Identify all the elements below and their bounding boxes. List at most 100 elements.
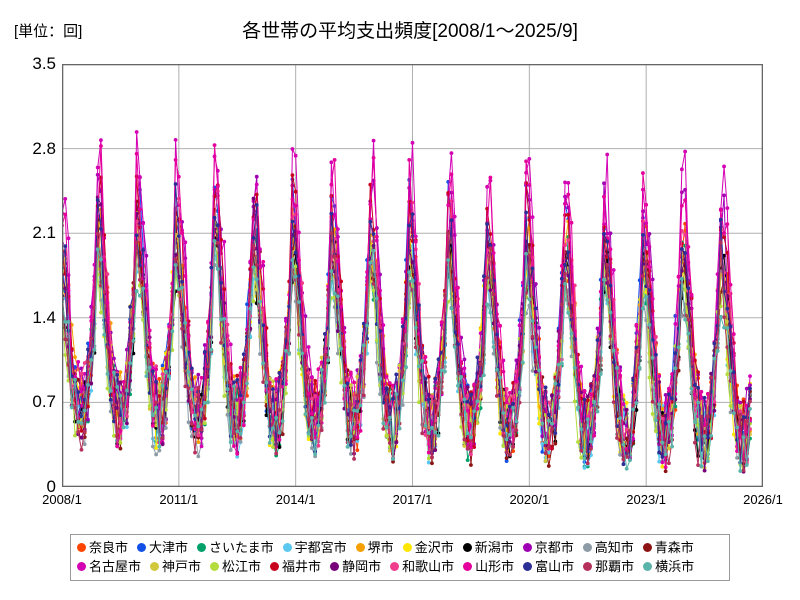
series-marker: [527, 156, 532, 161]
series-marker: [705, 435, 710, 440]
legend-item-青森市[interactable]: 青森市: [642, 541, 694, 554]
series-marker: [475, 383, 480, 387]
legend-item-名古屋市[interactable]: 名古屋市: [77, 560, 141, 573]
series-marker: [462, 397, 467, 402]
legend-item-金沢市[interactable]: 金沢市: [402, 541, 454, 554]
series-marker: [118, 429, 123, 433]
series-marker: [228, 439, 233, 444]
legend-marker-icon: [355, 543, 365, 552]
series-marker: [478, 327, 483, 332]
series-marker: [514, 379, 519, 384]
legend: 奈良市 大津市 さいたま市 宇都宮市 堺市 金沢市 新潟市 京都市 高知市 青森市名古屋市 神戸市 松…: [70, 534, 730, 581]
series-marker: [641, 274, 645, 278]
series-marker: [657, 374, 662, 379]
series-marker: [498, 431, 503, 436]
series-marker: [465, 458, 470, 463]
series-marker: [277, 408, 282, 412]
series-marker: [63, 337, 68, 342]
series-marker: [725, 326, 730, 330]
series-marker: [524, 251, 528, 256]
series-marker: [309, 416, 314, 420]
legend-item-宇都宮市[interactable]: 宇都宮市: [282, 541, 347, 554]
series-marker: [358, 409, 363, 414]
series-marker: [436, 381, 441, 386]
series-marker: [125, 425, 129, 429]
series-marker: [605, 298, 610, 302]
series-marker: [433, 376, 438, 381]
series-marker: [598, 356, 603, 360]
series-marker: [579, 427, 584, 432]
legend-item-松江市[interactable]: 松江市: [210, 560, 261, 573]
series-marker: [602, 231, 606, 236]
series-marker: [322, 400, 327, 405]
legend-marker-icon: [197, 543, 207, 552]
series-marker: [608, 247, 613, 252]
series-marker: [712, 341, 717, 346]
legend-item-さいたま市[interactable]: さいたま市: [197, 541, 274, 554]
series-marker: [679, 203, 684, 208]
series-marker: [225, 322, 230, 327]
series-marker: [157, 448, 162, 453]
series-marker: [449, 151, 454, 156]
series-marker: [163, 369, 168, 374]
series-marker: [563, 213, 567, 218]
series-marker: [400, 317, 405, 322]
series-marker: [482, 274, 486, 279]
legend-item-大津市[interactable]: 大津市: [137, 541, 188, 554]
legend-item-奈良市[interactable]: 奈良市: [77, 541, 128, 554]
series-marker: [115, 373, 120, 377]
series-marker: [374, 296, 379, 301]
series-marker: [300, 351, 305, 356]
legend-item-富山市[interactable]: 富山市: [523, 560, 574, 573]
series-marker: [426, 431, 431, 436]
series-marker: [73, 355, 77, 359]
series-marker: [566, 212, 571, 217]
legend-item-神戸市[interactable]: 神戸市: [150, 560, 201, 573]
legend-item-高知市[interactable]: 高知市: [582, 541, 634, 554]
series-marker: [280, 360, 285, 364]
series-marker: [423, 376, 428, 381]
series-marker: [173, 158, 178, 162]
series-marker: [462, 444, 467, 448]
series-marker: [86, 341, 90, 346]
series-marker: [271, 445, 275, 450]
series-marker: [196, 440, 201, 445]
series-marker: [718, 217, 723, 222]
series-marker: [66, 320, 71, 324]
series-marker: [206, 364, 210, 369]
series-marker: [420, 394, 425, 399]
legend-item-和歌山市[interactable]: 和歌山市: [390, 560, 454, 573]
y-axis-tick-label: 1.4: [32, 307, 56, 327]
legend-item-那覇市[interactable]: 那覇市: [583, 560, 634, 573]
series-marker: [193, 375, 197, 380]
series-marker: [381, 421, 386, 426]
series-marker: [527, 253, 532, 258]
series-marker: [277, 430, 282, 435]
series-marker: [452, 345, 457, 349]
series-marker: [449, 218, 454, 223]
legend-item-横浜市[interactable]: 横浜市: [643, 560, 694, 573]
legend-marker-icon: [330, 562, 340, 571]
series-marker: [748, 399, 752, 404]
series-marker: [472, 409, 477, 414]
legend-item-山形市[interactable]: 山形市: [463, 560, 514, 573]
legend-item-京都市[interactable]: 京都市: [522, 541, 574, 554]
series-marker: [355, 448, 360, 453]
series-marker: [251, 235, 256, 240]
series-marker: [582, 465, 587, 470]
series-marker: [222, 239, 227, 244]
series-marker: [426, 460, 431, 465]
series-marker: [644, 202, 649, 207]
series-marker: [105, 345, 110, 350]
series-marker: [332, 157, 337, 162]
series-marker: [491, 251, 496, 255]
series-marker: [134, 130, 139, 134]
legend-item-堺市[interactable]: 堺市: [355, 541, 394, 554]
series-marker: [540, 449, 545, 454]
legend-item-新潟市[interactable]: 新潟市: [462, 541, 514, 554]
series-marker: [251, 265, 256, 270]
series-marker: [738, 469, 743, 473]
legend-item-静岡市[interactable]: 静岡市: [330, 560, 381, 573]
legend-item-福井市[interactable]: 福井市: [270, 560, 321, 573]
series-marker: [89, 336, 94, 341]
